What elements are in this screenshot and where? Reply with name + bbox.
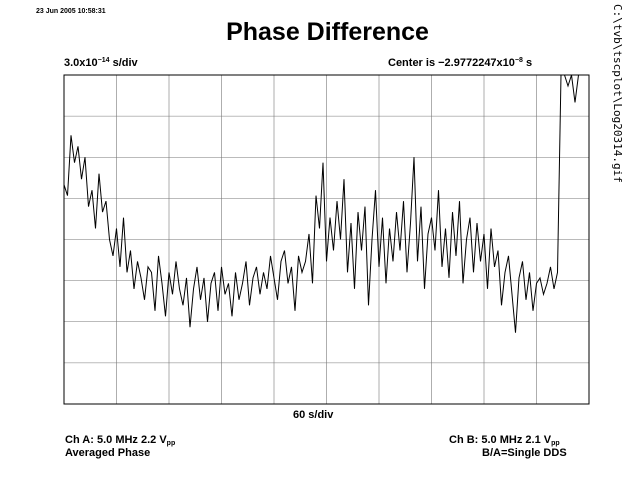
file-path: C:\tvb\tscplot\Log20314.gif — [611, 4, 624, 183]
chart-grid — [64, 75, 589, 404]
channel-a-info: Ch A: 5.0 MHz 2.2 Vpp — [65, 433, 175, 451]
center-value-label: Center is −2.9772247x10−8 s — [388, 57, 532, 69]
y-scale-mantissa: 3.0x10 — [64, 57, 98, 69]
plot-frame — [63, 74, 590, 405]
channel-b-prefix: Ch B: 5.0 MHz 2.1 V — [449, 434, 552, 446]
channel-b-sub: pp — [551, 440, 560, 447]
channel-b-mode: B/A=Single DDS — [482, 447, 567, 459]
channel-a-sub: pp — [166, 440, 176, 447]
chart-title: Phase Difference — [226, 18, 429, 46]
channel-b-info: Ch B: 5.0 MHz 2.1 Vpp — [449, 433, 560, 451]
center-unit: s — [522, 57, 533, 69]
y-scale-exponent: −14 — [97, 57, 110, 64]
y-scale-label: 3.0x10−14 s/div — [64, 57, 138, 69]
center-exponent: −8 — [514, 57, 523, 64]
y-scale-unit: s/div — [109, 57, 138, 69]
timestamp: 23 Jun 2005 10:58:31 — [36, 8, 106, 15]
x-scale-label: 60 s/div — [293, 409, 334, 421]
phase-trace — [63, 74, 579, 333]
channel-a-mode: Averaged Phase — [65, 447, 151, 459]
channel-a-prefix: Ch A: 5.0 MHz 2.2 V — [65, 434, 167, 446]
center-prefix: Center is −2.9772247x10 — [388, 57, 515, 69]
